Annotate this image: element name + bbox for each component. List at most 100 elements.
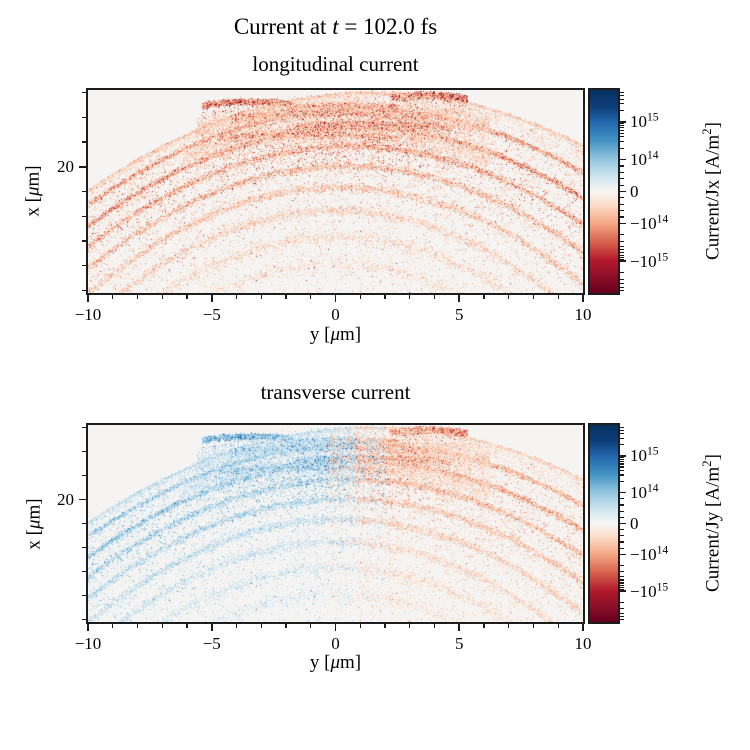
colorbar-minor-tick: [620, 504, 624, 506]
colorbar-major-tick: [620, 260, 626, 262]
x-major-tick: [582, 295, 584, 302]
colorbar-minor-tick: [620, 203, 624, 205]
colorbar-minor-tick: [620, 289, 624, 292]
colorbar-minor-tick: [620, 535, 624, 537]
x-minor-tick: [409, 295, 411, 299]
x-tick-label: −5: [202, 305, 221, 324]
x-minor-tick: [532, 295, 535, 299]
y-minor-tick: [82, 570, 86, 573]
x-minor-tick: [433, 295, 436, 299]
y-minor-tick: [82, 116, 86, 118]
colorbar-minor-tick: [620, 607, 624, 610]
x-tick-label: 5: [455, 305, 464, 324]
colorbar-minor-tick: [620, 498, 624, 500]
colorbar-major-tick: [620, 190, 626, 193]
colorbar-major-tick: [620, 522, 626, 525]
colorbar-minor-tick: [620, 458, 624, 461]
x-minor-tick: [384, 295, 386, 299]
colorbar-gradient: [590, 425, 618, 622]
colorbar-minor-tick: [620, 286, 624, 289]
y-axis-label-longitudinal: x [μm]: [22, 165, 44, 217]
colorbar-minor-tick: [620, 103, 624, 105]
x-major-tick: [334, 624, 337, 631]
colorbar-minor-tick: [620, 98, 624, 100]
colorbar-major-tick: [620, 590, 626, 592]
y-minor-tick: [82, 141, 86, 143]
colorbar-minor-tick: [620, 91, 624, 94]
colorbar-minor-tick: [620, 584, 624, 586]
figure-title-suffix: = 102.0 fs: [338, 14, 438, 39]
colorbar-unit-label-jy: Current/Jy [A/m2]: [699, 454, 724, 592]
colorbar-minor-tick: [620, 480, 624, 483]
subplot-title-longitudinal: longitudinal current: [252, 52, 419, 76]
colorbar-minor-tick: [620, 510, 624, 512]
y-major-tick: [79, 498, 86, 501]
colorbar-minor-tick: [620, 178, 624, 180]
x-minor-tick: [359, 295, 361, 299]
colorbar-minor-tick: [620, 197, 624, 199]
x-minor-tick: [310, 295, 312, 299]
colorbar-longitudinal: [588, 88, 620, 295]
x-tick-label: 10: [574, 634, 592, 653]
colorbar-major-tick: [620, 222, 626, 225]
x-minor-tick: [136, 624, 139, 628]
colorbar-minor-tick: [620, 132, 624, 134]
x-minor-tick: [483, 295, 485, 299]
colorbar-minor-tick: [620, 461, 624, 463]
colorbar-minor-tick: [620, 618, 624, 621]
x-tick-label: −5: [202, 634, 221, 653]
colorbar-minor-tick: [620, 147, 624, 149]
x-minor-tick: [235, 624, 238, 628]
colorbar-tick-label: 1014: [630, 148, 659, 170]
colorbar-minor-tick: [620, 529, 624, 531]
colorbar-tick-label: 0: [630, 182, 639, 201]
colorbar-minor-tick: [620, 258, 624, 260]
colorbar-minor-tick: [620, 240, 624, 242]
x-minor-tick: [112, 295, 114, 299]
x-major-tick: [210, 624, 213, 631]
colorbar-minor-tick: [620, 457, 624, 459]
y-minor-tick: [82, 522, 86, 525]
x-major-tick: [458, 624, 461, 631]
colorbar-major-tick: [620, 121, 626, 123]
colorbar-minor-tick: [620, 94, 624, 97]
x-major-tick: [87, 624, 89, 631]
colorbar-minor-tick: [620, 254, 624, 256]
x-axis-label-transverse: y [μm]: [309, 652, 362, 673]
colorbar-major-tick: [620, 158, 626, 161]
y-axis-label-transverse: x [μm]: [23, 498, 45, 550]
scatter-canvas-longitudinal: [88, 90, 583, 293]
x-major-tick: [334, 295, 337, 302]
colorbar-minor-tick: [620, 256, 624, 259]
colorbar-minor-tick: [620, 588, 624, 590]
colorbar-minor-tick: [620, 245, 624, 247]
y-minor-tick: [82, 450, 86, 452]
x-minor-tick: [186, 624, 188, 628]
colorbar-minor-tick: [620, 437, 624, 440]
y-minor-tick: [82, 215, 86, 217]
y-major-tick: [79, 165, 86, 168]
colorbar-minor-tick: [620, 433, 624, 435]
colorbar-tick-label: −1015: [630, 249, 669, 271]
plot-area-transverse: [86, 423, 585, 624]
x-minor-tick: [285, 295, 287, 299]
colorbar-tick-label: 1014: [630, 481, 659, 503]
x-minor-tick: [112, 624, 114, 628]
colorbar-minor-tick: [620, 249, 624, 251]
colorbar-minor-tick: [620, 541, 624, 543]
colorbar-minor-tick: [620, 586, 624, 589]
x-minor-tick: [384, 624, 386, 628]
y-minor-tick: [82, 546, 86, 549]
x-minor-tick: [260, 624, 262, 628]
colorbar-minor-tick: [620, 141, 624, 143]
colorbar-minor-tick: [620, 469, 624, 472]
colorbar-minor-tick: [620, 579, 624, 581]
colorbar-tick-label: 1015: [630, 444, 659, 466]
colorbar-minor-tick: [620, 271, 624, 274]
x-minor-tick: [359, 624, 361, 628]
x-major-tick: [458, 295, 461, 302]
x-minor-tick: [161, 295, 163, 299]
y-minor-tick: [82, 594, 86, 597]
plot-area-longitudinal: [86, 88, 585, 295]
